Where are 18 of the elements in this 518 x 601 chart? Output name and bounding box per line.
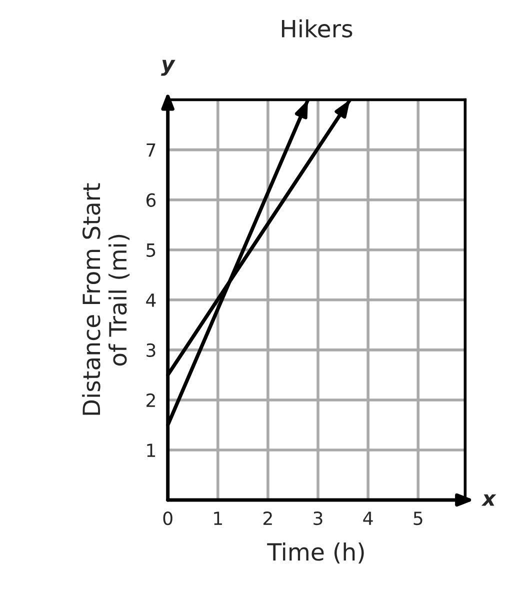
y-axis-title: Distance From Start of Trail (mi) <box>82 183 130 415</box>
text: y <box>161 60 176 76</box>
x-tick-label: 4 <box>363 512 373 525</box>
x-tick-label: 3 <box>314 511 322 526</box>
x-tick-label: 0 <box>163 511 172 526</box>
x-tick-label: 1 <box>214 512 222 525</box>
text: x <box>481 494 496 506</box>
y-tick-label: 4 <box>146 294 156 307</box>
y-tick-label: 2 <box>146 393 155 407</box>
y-tick-label: 5 <box>146 244 156 257</box>
y-tick-label: 3 <box>146 343 156 358</box>
y-tick-label: 6 <box>146 193 156 207</box>
chart-title: Hikers <box>282 19 352 38</box>
y-tick-label: 1 <box>147 444 156 457</box>
x-tick-label: 2 <box>264 511 272 525</box>
x-tick-label: 5 <box>414 512 422 526</box>
x-axis-title: Time (h) <box>267 542 364 564</box>
y-tick-label: 7 <box>146 143 156 157</box>
